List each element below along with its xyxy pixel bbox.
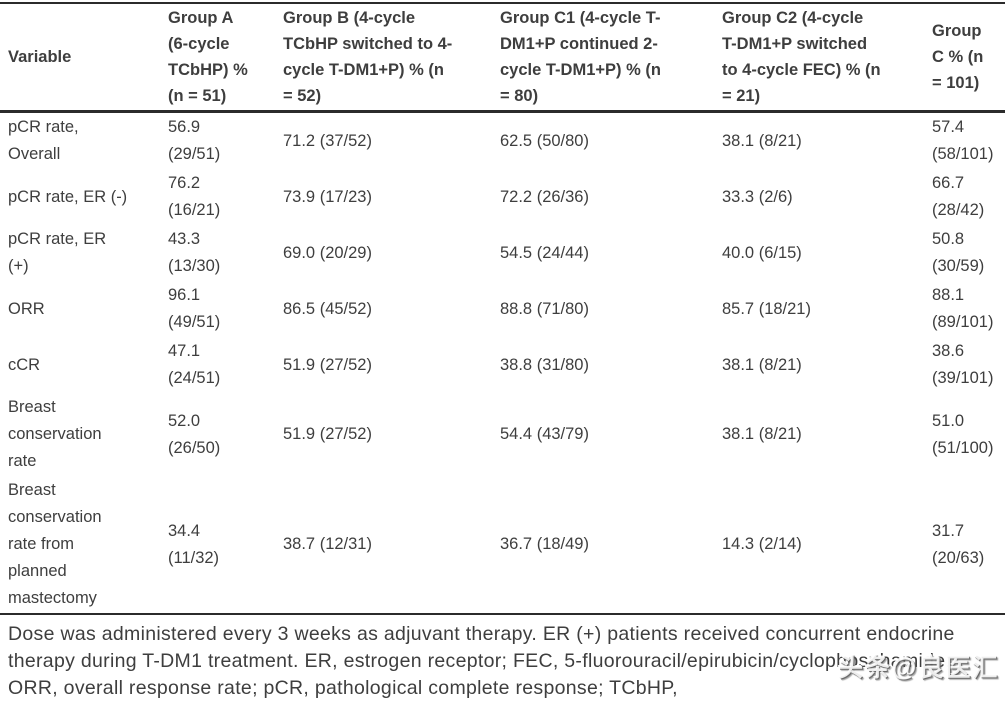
value-cell: 62.5 (50/80): [500, 131, 589, 150]
table-row: Breast conservation rate 52.0 (26/50) 51.9…: [0, 393, 1005, 476]
value-cell: 40.0 (6/15): [722, 243, 802, 262]
value-cell: 51.9 (27/52): [283, 425, 372, 443]
value-cell: 14.3 (2/14): [722, 535, 802, 553]
value-cell: 69.0 (20/29): [283, 243, 372, 262]
value-cell: 88.8 (71/80): [500, 299, 589, 318]
value-cell: 50.8 (30/59): [932, 230, 985, 275]
value-cell: 33.3 (2/6): [722, 187, 793, 206]
table-row: pCR rate, ER (-) 76.2 (16/21) 73.9 (17/23)…: [0, 169, 1005, 225]
value-cell: 54.5 (24/44): [500, 243, 589, 262]
column-header-5: Group C % (n = 101): [924, 3, 1005, 113]
value-cell: 38.7 (12/31): [283, 535, 372, 553]
variable-cell: pCR rate, ER (-): [8, 187, 128, 206]
table-header: Variable Group A (6-cycle TCbHP) % (n = 5…: [0, 3, 1005, 113]
value-cell: 54.4 (43/79): [500, 425, 589, 443]
column-header-3: Group C1 (4-cycle T-DM1+P continued 2-cy…: [492, 3, 714, 113]
variable-cell: pCR rate, Overall: [8, 118, 79, 163]
value-cell: 96.1 (49/51): [168, 286, 221, 331]
value-cell: 76.2 (16/21): [168, 174, 221, 219]
value-cell: 57.4 (58/101): [932, 118, 994, 163]
value-cell: 86.5 (45/52): [283, 299, 372, 318]
value-cell: 66.7 (28/42): [932, 174, 985, 219]
value-cell: 43.3 (13/30): [168, 230, 221, 275]
column-header-0: Variable: [0, 3, 160, 113]
table-row: pCR rate, Overall 56.9 (29/51) 71.2 (37/52…: [0, 112, 1005, 170]
header-row: Variable Group A (6-cycle TCbHP) % (n = 5…: [0, 3, 1005, 113]
variable-cell: Breast conservation rate: [8, 398, 102, 470]
value-cell: 85.7 (18/21): [722, 299, 811, 318]
value-cell: 36.7 (18/49): [500, 535, 589, 553]
table-row: Breast conservation rate from planned ma…: [0, 476, 1005, 614]
value-cell: 38.8 (31/80): [500, 355, 589, 374]
table-row: pCR rate, ER (+) 43.3 (13/30) 69.0 (20/29)…: [0, 225, 1005, 281]
variable-cell: Breast conservation rate from planned ma…: [8, 481, 102, 607]
table-row: ORR 96.1 (49/51) 86.5 (45/52) 88.8 (71/80) 8…: [0, 281, 1005, 337]
variable-cell: pCR rate, ER (+): [8, 230, 107, 275]
table-footnote: Dose was administered every 3 weeks as a…: [8, 623, 955, 699]
value-cell: 51.9 (27/52): [283, 355, 372, 374]
value-cell: 72.2 (26/36): [500, 187, 589, 206]
column-header-1: Group A (6-cycle TCbHP) % (n = 51): [160, 3, 275, 113]
variable-cell: cCR: [8, 355, 41, 374]
column-header-2: Group B (4-cycle TCbHP switched to 4-cyc…: [275, 3, 492, 113]
value-cell: 47.1 (24/51): [168, 342, 221, 387]
variable-cell: ORR: [8, 299, 45, 318]
value-cell: 71.2 (37/52): [283, 131, 372, 150]
column-header-4: Group C2 (4-cycle T-DM1+P switched to 4-…: [714, 3, 924, 113]
value-cell: 38.6 (39/101): [932, 342, 994, 387]
table-body: pCR rate, Overall 56.9 (29/51) 71.2 (37/52…: [0, 112, 1005, 615]
value-cell: 88.1 (89/101): [932, 286, 994, 331]
value-cell: 38.1 (8/21): [722, 425, 802, 443]
value-cell: 34.4 (11/32): [168, 521, 220, 567]
value-cell: 51.0 (51/100): [932, 411, 994, 457]
value-cell: 38.1 (8/21): [722, 355, 802, 374]
value-cell: 73.9 (17/23): [283, 187, 372, 206]
value-cell: 31.7 (20/63): [932, 521, 985, 567]
value-cell: 52.0 (26/50): [168, 411, 221, 457]
table-row: cCR 47.1 (24/51) 51.9 (27/52) 38.8 (31/80) 3…: [0, 337, 1005, 393]
results-table: Variable Group A (6-cycle TCbHP) % (n = 5…: [0, 2, 1005, 615]
value-cell: 56.9 (29/51): [168, 118, 221, 163]
value-cell: 38.1 (8/21): [722, 131, 802, 150]
